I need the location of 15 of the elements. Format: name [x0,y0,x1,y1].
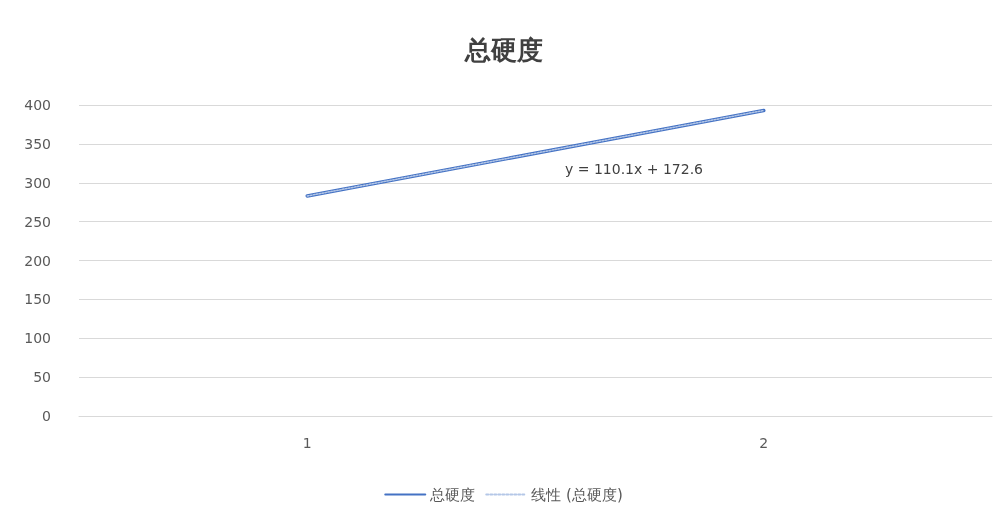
annotation: y = 110.1x + 172.6 [565,161,704,177]
x-tick-label: 2 [759,435,769,451]
legend-label: 总硬度 [429,485,476,504]
y-tick-label: 100 [24,330,51,347]
y-tick-label: 0 [42,408,51,424]
y-tick-label: 350 [24,135,51,152]
x-tick-label: 1 [302,435,312,451]
y-tick-label: 250 [24,213,51,230]
y-tick-label: 200 [24,252,51,269]
chart-title: 总硬度 [463,35,543,65]
y-tick-label: 50 [33,369,51,386]
y-tick-label: 150 [24,291,51,308]
legend-label: 线性 (总硬度) [531,485,623,504]
y-tick-label: 400 [24,97,51,113]
y-tick-label: 300 [24,174,51,191]
